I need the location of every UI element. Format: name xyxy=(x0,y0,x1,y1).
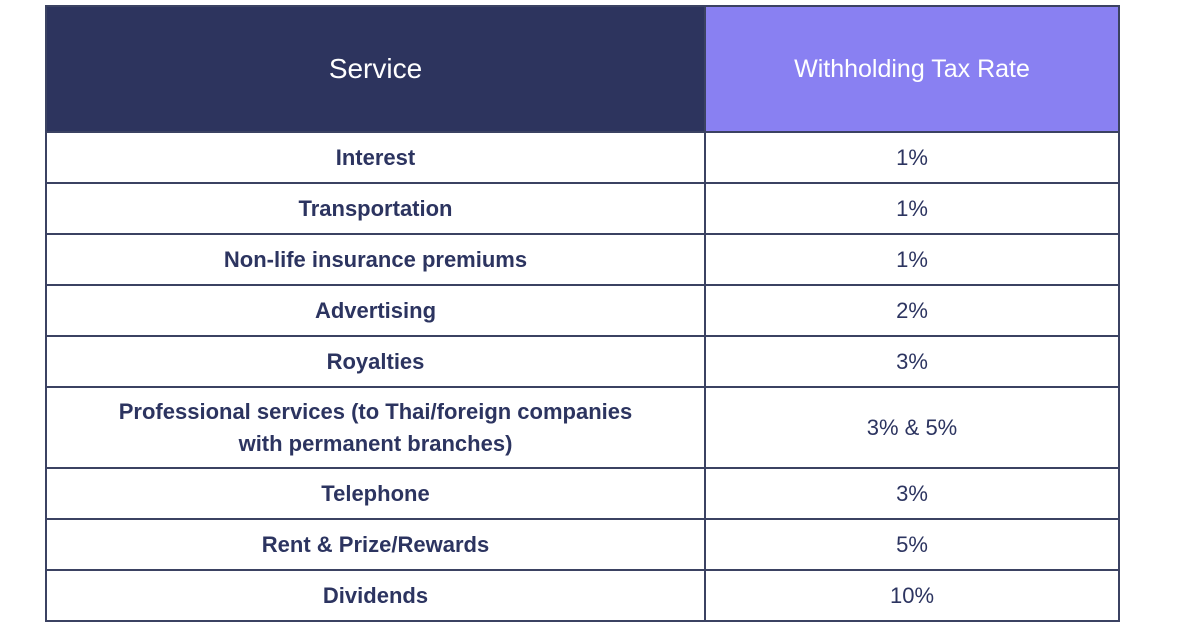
rate-cell: 1% xyxy=(704,233,1120,286)
table-row: Transportation 1% xyxy=(45,182,1120,235)
rate-cell: 1% xyxy=(704,182,1120,235)
service-cell: Rent & Prize/Rewards xyxy=(45,518,706,571)
service-cell: Professional services (to Thai/foreign c… xyxy=(45,386,706,469)
table-header-row: Service Withholding Tax Rate xyxy=(45,5,1120,133)
service-cell-line-1: Professional services (to Thai/foreign c… xyxy=(118,398,633,424)
table-row: Royalties 3% xyxy=(45,335,1120,388)
service-cell: Non-life insurance premiums xyxy=(45,233,706,286)
table-row: Telephone 3% xyxy=(45,467,1120,520)
rate-cell: 5% xyxy=(704,518,1120,571)
service-cell: Transportation xyxy=(45,182,706,235)
service-cell: Advertising xyxy=(45,284,706,337)
service-cell: Interest xyxy=(45,131,706,184)
table-row: Rent & Prize/Rewards 5% xyxy=(45,518,1120,571)
rate-cell: 2% xyxy=(704,284,1120,337)
table-row: Non-life insurance premiums 1% xyxy=(45,233,1120,286)
rate-cell: 3% xyxy=(704,467,1120,520)
rate-cell: 3% & 5% xyxy=(704,386,1120,469)
table-row: Advertising 2% xyxy=(45,284,1120,337)
table-row: Professional services (to Thai/foreign c… xyxy=(45,386,1120,469)
service-cell: Dividends xyxy=(45,569,706,622)
rate-cell: 3% xyxy=(704,335,1120,388)
service-cell: Telephone xyxy=(45,467,706,520)
service-cell-line-2: with permanent branches) xyxy=(238,430,513,456)
rate-cell: 1% xyxy=(704,131,1120,184)
table-row: Interest 1% xyxy=(45,131,1120,184)
withholding-tax-table-container: Service Withholding Tax Rate Interest 1%… xyxy=(45,5,1120,622)
withholding-tax-table: Service Withholding Tax Rate Interest 1%… xyxy=(45,5,1120,622)
rate-cell: 10% xyxy=(704,569,1120,622)
service-cell: Royalties xyxy=(45,335,706,388)
table-row: Dividends 10% xyxy=(45,569,1120,622)
header-withholding-tax-rate: Withholding Tax Rate xyxy=(704,5,1120,133)
header-service: Service xyxy=(45,5,706,133)
